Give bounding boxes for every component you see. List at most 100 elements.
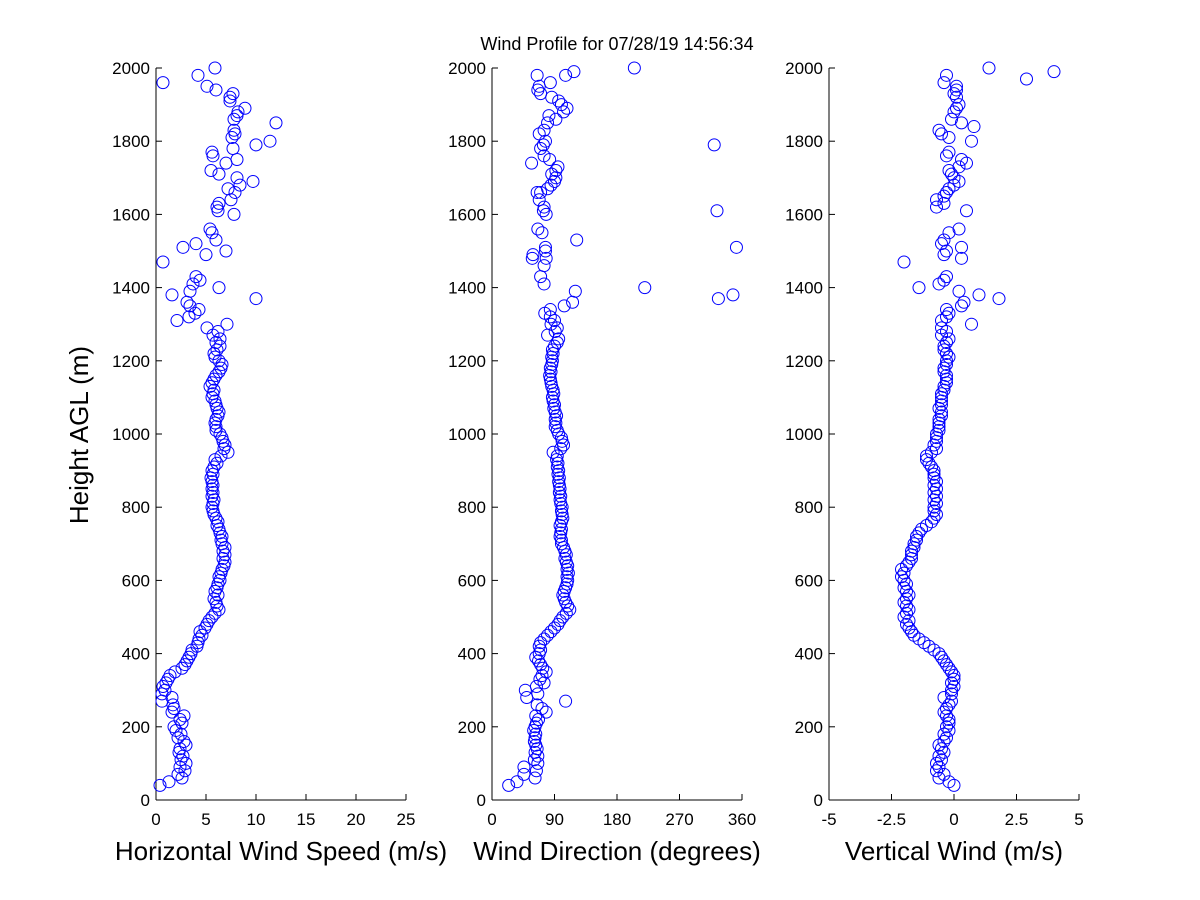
- data-point: [203, 379, 217, 393]
- data-point: [947, 672, 961, 686]
- data-point: [238, 101, 252, 115]
- data-point: [231, 105, 245, 119]
- data-point: [952, 98, 966, 112]
- data-point: [907, 537, 921, 551]
- y-tick-label: 1000: [785, 425, 823, 444]
- x-tick-label: 0: [487, 810, 496, 829]
- x-axis-label: Wind Direction (degrees): [473, 836, 761, 866]
- figure-title: Wind Profile for 07/28/19 14:56:34: [480, 34, 753, 54]
- data-point: [175, 771, 189, 785]
- data-point: [950, 83, 963, 97]
- y-tick-label: 1600: [448, 205, 486, 224]
- data-point: [529, 716, 543, 730]
- data-point: [208, 61, 222, 75]
- data-point: [188, 306, 202, 320]
- data-point: [200, 321, 214, 335]
- data-point: [205, 610, 219, 624]
- x-axis-label: Horizontal Wind Speed (m/s): [115, 836, 447, 866]
- data-point: [189, 237, 203, 251]
- data-point: [541, 116, 555, 130]
- data-point: [940, 709, 953, 723]
- data-point: [193, 273, 207, 287]
- data-point: [729, 240, 743, 254]
- data-point: [539, 705, 553, 719]
- data-point: [563, 603, 577, 617]
- y-tick-label: 1200: [785, 352, 823, 371]
- data-point: [710, 204, 724, 218]
- x-tick-label: 180: [603, 810, 631, 829]
- data-point: [945, 112, 958, 126]
- data-point: [529, 680, 543, 694]
- data-point: [557, 105, 571, 119]
- y-tick-label: 0: [141, 791, 150, 810]
- data-point: [937, 745, 951, 759]
- data-point: [209, 233, 223, 247]
- data-point: [910, 533, 923, 547]
- data-point: [937, 233, 951, 247]
- data-point: [538, 240, 552, 254]
- data-point: [219, 244, 233, 258]
- data-point: [927, 464, 941, 478]
- data-point: [183, 284, 197, 298]
- x-tick-label: 2.5: [1005, 810, 1029, 829]
- data-point: [204, 163, 218, 177]
- y-tick-label: 800: [795, 498, 823, 517]
- data-point: [957, 295, 971, 309]
- data-point: [537, 676, 551, 690]
- data-point: [545, 343, 559, 357]
- data-point: [927, 467, 941, 481]
- data-point: [950, 90, 963, 104]
- data-point: [502, 778, 516, 792]
- data-point: [937, 767, 951, 781]
- data-point: [207, 460, 221, 474]
- data-point: [219, 156, 233, 170]
- y-tick-label: 1600: [785, 205, 823, 224]
- data-point: [203, 222, 217, 236]
- data-point: [171, 767, 185, 781]
- data-point: [940, 149, 953, 163]
- data-point: [940, 357, 953, 371]
- data-point: [534, 636, 548, 650]
- data-point: [942, 226, 956, 240]
- data-point: [213, 427, 227, 441]
- data-point: [900, 606, 913, 620]
- data-point: [182, 650, 196, 664]
- data-point: [942, 145, 956, 159]
- data-point: [198, 621, 212, 635]
- data-point: [212, 570, 226, 584]
- data-point: [570, 233, 584, 247]
- data-point: [937, 273, 951, 287]
- y-tick-label: 2000: [112, 59, 150, 78]
- data-point: [216, 544, 230, 558]
- data-point: [900, 584, 913, 598]
- data-point: [897, 255, 911, 269]
- data-point: [945, 665, 958, 679]
- data-point: [940, 336, 953, 349]
- data-point: [230, 171, 244, 185]
- data-point: [534, 270, 548, 284]
- data-point: [550, 449, 564, 463]
- data-point: [930, 482, 943, 496]
- data-point: [213, 339, 227, 353]
- data-point: [900, 617, 913, 631]
- data-point: [221, 182, 235, 196]
- data-point: [940, 310, 953, 324]
- data-point: [263, 134, 277, 148]
- data-point: [950, 79, 963, 93]
- data-point: [167, 720, 181, 734]
- data-point: [209, 423, 223, 437]
- data-point: [212, 354, 226, 368]
- data-point: [189, 270, 203, 284]
- data-point: [935, 742, 948, 756]
- y-tick-label: 2000: [448, 59, 486, 78]
- data-point: [537, 277, 551, 291]
- data-point: [551, 160, 565, 174]
- y-tick-label: 200: [458, 718, 486, 737]
- data-point: [905, 544, 918, 558]
- data-point: [937, 196, 951, 210]
- data-point: [930, 508, 943, 522]
- data-point: [211, 588, 225, 602]
- data-point: [937, 189, 951, 203]
- data-point: [937, 691, 951, 705]
